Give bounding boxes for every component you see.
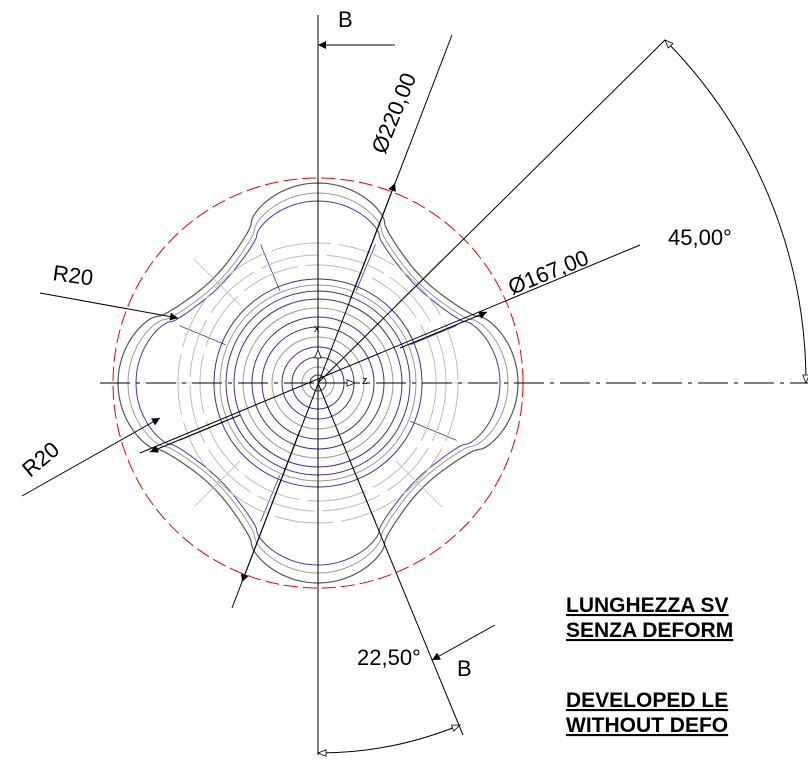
section-label: B: [338, 7, 353, 32]
angle-arc: [665, 40, 806, 383]
dimension-text: R20: [17, 437, 64, 482]
radius-leader: [40, 293, 178, 318]
dimension-text: Ø167,00: [505, 245, 593, 300]
note: LUNGHEZZA SV: [566, 594, 729, 617]
dimension-arrow: [400, 312, 487, 348]
dimension-arrow: [150, 415, 240, 452]
extension-line: [318, 383, 463, 735]
axis-label: z: [362, 375, 368, 387]
axis-label: x: [314, 323, 320, 335]
extension-line: [318, 40, 665, 383]
section-arrow: [432, 625, 495, 660]
rib: [396, 259, 442, 305]
note: SENZA DEFORM: [566, 619, 733, 642]
rib: [194, 259, 240, 305]
note: DEVELOPED LE: [566, 689, 728, 712]
dimension-text: 22,50°: [357, 645, 421, 670]
dimension-text: 45,00°: [668, 225, 732, 250]
rib: [396, 461, 442, 507]
section-label: B: [457, 656, 472, 681]
note: WITHOUT DEFO: [566, 714, 728, 737]
drawing: x z B Ø220,00 45,00° R20 Ø167,00 R20 22,…: [0, 0, 808, 760]
angle-arc: [318, 725, 460, 753]
dimension-text: Ø220,00: [366, 69, 421, 157]
dimension-text: R20: [51, 260, 94, 290]
rib: [194, 461, 240, 507]
dimension-arrow: [350, 183, 395, 300]
